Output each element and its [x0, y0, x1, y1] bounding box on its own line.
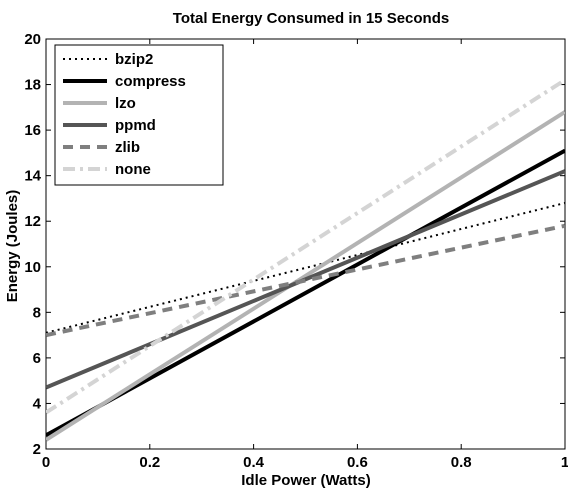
y-tick-label: 8 — [33, 304, 41, 321]
y-tick-label: 6 — [33, 350, 41, 367]
series-line-lzo — [46, 110, 565, 442]
y-tick-label: 10 — [24, 259, 41, 276]
legend-label-lzo: lzo — [115, 95, 136, 112]
legend-label-compress: compress — [115, 73, 186, 90]
legend-label-bzip2: bzip2 — [115, 51, 153, 68]
x-tick-label: 0.6 — [347, 454, 368, 471]
y-tick-label: 12 — [24, 213, 41, 230]
series-lines — [46, 78, 565, 442]
x-tick-label: 0 — [42, 454, 50, 471]
x-tick-label: 0.4 — [243, 454, 265, 471]
series-line-zlib — [46, 223, 565, 338]
y-tick-label: 18 — [24, 77, 41, 94]
legend-label-zlib: zlib — [115, 139, 140, 156]
y-axis-label: Energy (Joules) — [4, 190, 21, 303]
legend-label-none: none — [115, 161, 151, 178]
x-tick-label: 0.8 — [451, 454, 472, 471]
y-tick-label: 16 — [24, 122, 41, 139]
y-tick-label: 20 — [24, 31, 41, 48]
legend: bzip2 compress lzo ppmd zlib none — [54, 44, 224, 186]
y-tick-label: 4 — [33, 395, 42, 412]
legend-box — [54, 44, 224, 186]
x-axis-label: Idle Power (Watts) — [241, 472, 370, 489]
legend-label-ppmd: ppmd — [115, 117, 156, 134]
x-tick-label: 1 — [561, 454, 568, 471]
y-tick-label: 2 — [33, 441, 41, 458]
chart-title: Total Energy Consumed in 15 Seconds — [173, 10, 449, 27]
series-line-bzip2 — [46, 202, 565, 334]
x-tick-label: 0.2 — [139, 454, 160, 471]
plot-area: 0 0.2 0.4 0.6 0.8 12468101214161820bzip2compr… — [24, 31, 568, 471]
y-tick-label: 14 — [24, 168, 41, 185]
series-line-ppmd — [46, 169, 565, 390]
series-line-none — [46, 78, 565, 415]
series-line-compress — [46, 148, 565, 438]
